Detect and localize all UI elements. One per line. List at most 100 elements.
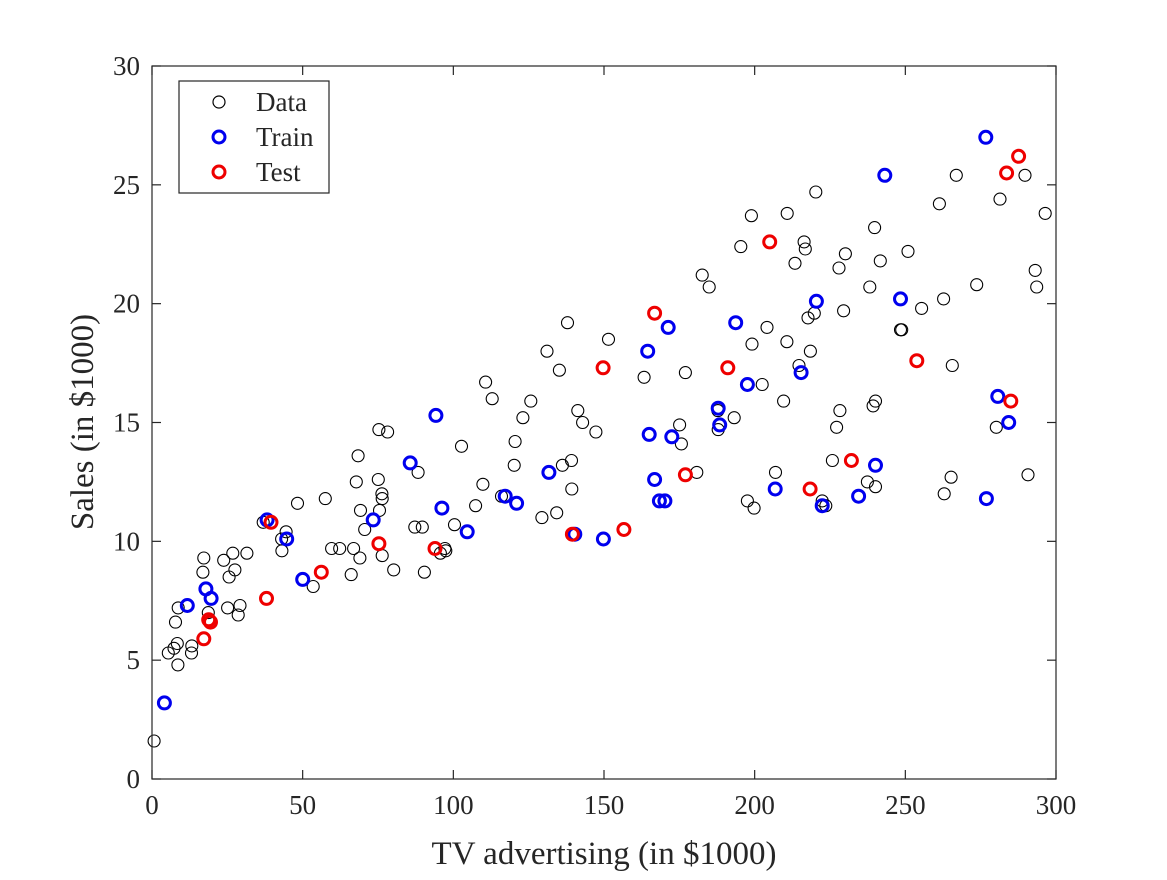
data-point-108 xyxy=(833,404,847,418)
data-point-123 xyxy=(937,292,951,306)
data-point-89 xyxy=(755,377,769,392)
data-point-31 xyxy=(349,475,363,489)
data-point-103 xyxy=(815,494,829,508)
data-point-71 xyxy=(576,415,590,430)
data-point-79 xyxy=(695,268,709,282)
test-point-14 xyxy=(762,234,778,250)
train-point-11 xyxy=(459,524,475,540)
data-point-102 xyxy=(809,185,823,199)
data-point-122 xyxy=(932,197,946,211)
test-point-3 xyxy=(259,590,274,606)
data-point-51 xyxy=(447,518,462,532)
data-point-134 xyxy=(1030,280,1044,294)
data-point-77 xyxy=(678,366,692,380)
data-point-86 xyxy=(744,209,758,223)
train-point-17 xyxy=(640,343,656,359)
train-point-27 xyxy=(739,377,755,392)
data-point-7 xyxy=(184,646,199,660)
test-point-15 xyxy=(802,481,818,497)
data-point-128 xyxy=(970,278,984,292)
data-point-17 xyxy=(231,608,245,622)
series-train xyxy=(156,129,1017,711)
data-point-10 xyxy=(197,551,211,565)
data-point-114 xyxy=(868,221,882,235)
data-point-105 xyxy=(825,453,839,468)
test-point-7 xyxy=(427,541,443,556)
data-point-35 xyxy=(358,522,372,537)
data-point-63 xyxy=(540,344,554,358)
data-point-6 xyxy=(171,601,185,615)
data-point-28 xyxy=(333,541,347,556)
data-point-55 xyxy=(479,375,493,389)
train-point-26 xyxy=(728,315,744,331)
train-point-12 xyxy=(497,488,513,504)
data-point-110 xyxy=(838,247,852,261)
test-point-18 xyxy=(999,165,1015,181)
data-point-59 xyxy=(508,434,522,449)
data-point-109 xyxy=(837,304,851,318)
test-point-13 xyxy=(720,360,736,376)
data-point-97 xyxy=(797,235,811,249)
data-point-26 xyxy=(318,492,332,506)
train-point-6 xyxy=(295,571,311,587)
test-point-12 xyxy=(677,467,693,483)
data-point-130 xyxy=(993,192,1007,206)
test-point-9 xyxy=(595,360,611,376)
data-point-90 xyxy=(760,320,774,334)
data-point-119 xyxy=(895,323,909,337)
data-point-121 xyxy=(915,301,929,315)
data-point-47 xyxy=(417,565,431,579)
test-point-19 xyxy=(1003,393,1019,409)
data-point-30 xyxy=(347,541,361,556)
test-point-4 xyxy=(263,514,279,530)
train-point-1 xyxy=(179,598,195,613)
test-point-10 xyxy=(616,522,632,537)
test-point-6 xyxy=(371,536,387,552)
data-point-52 xyxy=(454,439,469,453)
train-point-39 xyxy=(1001,415,1017,430)
data-point-75 xyxy=(673,418,687,432)
data-point-88 xyxy=(747,501,761,515)
data-point-68 xyxy=(564,453,579,468)
data-point-5 xyxy=(171,658,185,672)
data-point-61 xyxy=(524,394,538,408)
data-point-84 xyxy=(734,240,748,254)
train-point-37 xyxy=(978,491,994,507)
train-point-18 xyxy=(641,426,657,442)
test-point-20 xyxy=(1011,148,1027,164)
train-point-33 xyxy=(868,457,883,473)
data-point-112 xyxy=(863,280,877,294)
series-test xyxy=(196,148,1027,647)
test-point-17 xyxy=(909,353,925,369)
points-layer xyxy=(147,129,1052,748)
data-point-74 xyxy=(637,370,651,384)
data-point-67 xyxy=(560,316,575,330)
train-point-20 xyxy=(651,493,667,509)
data-point-96 xyxy=(792,358,806,373)
data-point-33 xyxy=(353,551,367,565)
data-point-45 xyxy=(411,465,425,479)
data-point-98 xyxy=(798,242,812,256)
data-point-83 xyxy=(727,411,741,425)
legend-box xyxy=(178,80,330,194)
data-point-13 xyxy=(221,601,235,615)
data-point-64 xyxy=(550,506,564,520)
train-point-28 xyxy=(767,481,783,497)
data-point-62 xyxy=(535,511,549,525)
data-point-36 xyxy=(371,472,385,487)
data-point-25 xyxy=(306,579,320,594)
train-point-35 xyxy=(893,291,908,307)
data-point-70 xyxy=(571,404,585,418)
train-point-13 xyxy=(509,495,525,511)
y-tick-label-5: 5 xyxy=(127,645,141,675)
data-point-11 xyxy=(201,606,215,620)
data-point-131 xyxy=(1018,168,1032,182)
data-point-106 xyxy=(830,420,844,434)
data-point-22 xyxy=(275,544,289,558)
train-point-31 xyxy=(814,498,830,514)
data-point-76 xyxy=(674,437,688,451)
data-point-18 xyxy=(233,598,247,613)
x-tick-label-100: 100 xyxy=(433,790,474,820)
train-point-9 xyxy=(428,407,444,423)
